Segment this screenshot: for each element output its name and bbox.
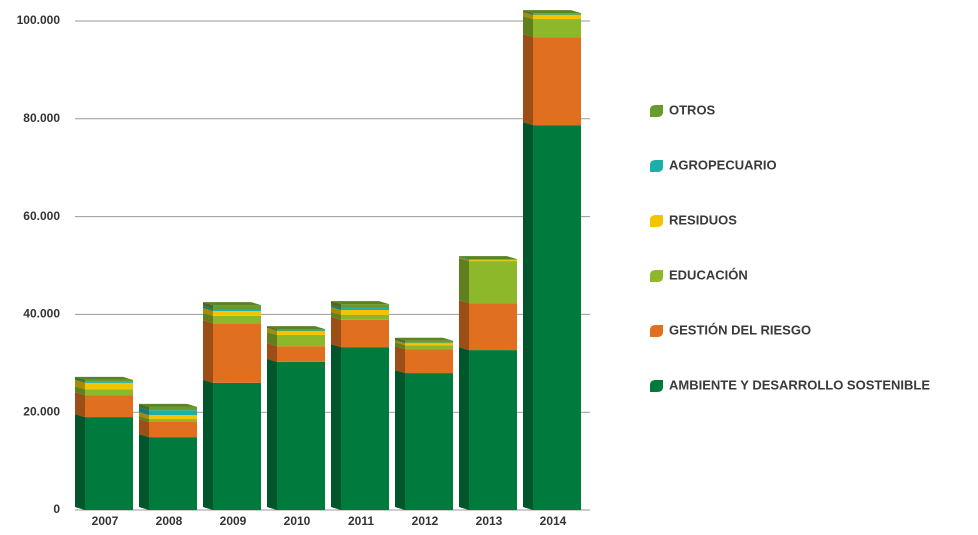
- legend-icon: [650, 325, 663, 337]
- bar: [213, 383, 261, 510]
- bar-side-shade: [75, 414, 85, 510]
- bar: [405, 345, 453, 349]
- bar-side-shade: [331, 317, 341, 347]
- bar-side-shade: [459, 258, 469, 303]
- bar: [149, 419, 197, 422]
- bar: [213, 316, 261, 323]
- bar: [533, 13, 581, 14]
- bar-side-shade: [331, 344, 341, 510]
- x-tick-label: 2008: [156, 514, 183, 528]
- bar: [149, 415, 197, 419]
- bar-side-shade: [523, 122, 533, 510]
- x-tick-label: 2010: [284, 514, 311, 528]
- bar-side-shade: [139, 419, 149, 437]
- x-tick-label: 2012: [412, 514, 439, 528]
- bar: [405, 343, 453, 345]
- bar: [533, 37, 581, 125]
- bar-side-shade: [203, 320, 213, 383]
- bar: [469, 350, 517, 510]
- bar: [85, 389, 133, 395]
- bar-side-shade: [523, 34, 533, 125]
- bar-side-shade: [459, 300, 469, 350]
- bar: [341, 315, 389, 320]
- y-tick-label: 20.000: [23, 404, 60, 418]
- bar-top-shade: [331, 301, 389, 304]
- bar: [277, 335, 325, 346]
- bar: [405, 373, 453, 510]
- bar: [341, 308, 389, 310]
- legend-label: AMBIENTE Y DESARROLLO SOSTENIBLE: [669, 377, 930, 392]
- bar: [149, 422, 197, 437]
- x-tick-label: 2013: [476, 514, 503, 528]
- bar-top-shade: [267, 326, 325, 329]
- legend-label: EDUCACIÓN: [669, 267, 748, 282]
- bar-side-shade: [139, 434, 149, 510]
- bar: [469, 303, 517, 350]
- bar: [149, 410, 197, 415]
- bar: [341, 347, 389, 510]
- bar: [213, 309, 261, 311]
- bar: [277, 329, 325, 330]
- bar: [405, 341, 453, 343]
- legend-label: AGROPECUARIO: [669, 157, 777, 172]
- bar-top-shade: [459, 256, 517, 259]
- legend-label: RESIDUOS: [669, 212, 737, 227]
- bar: [85, 417, 133, 510]
- bar-top-shade: [139, 404, 197, 407]
- bar: [85, 380, 133, 382]
- bar-side-shade: [395, 346, 405, 373]
- bar: [85, 383, 133, 389]
- legend-icon: [650, 215, 663, 227]
- bar: [533, 19, 581, 37]
- bar: [213, 311, 261, 316]
- bar: [149, 407, 197, 410]
- y-tick-label: 60.000: [23, 209, 60, 223]
- bar: [469, 260, 517, 261]
- legend-label: GESTIÓN DEL RIESGO: [669, 322, 811, 337]
- legend-icon: [650, 270, 663, 282]
- x-tick-label: 2007: [92, 514, 119, 528]
- bar-side-shade: [203, 380, 213, 510]
- x-tick-label: 2009: [220, 514, 247, 528]
- bar: [533, 125, 581, 510]
- legend-icon: [650, 380, 663, 392]
- bar: [277, 331, 325, 335]
- bar: [341, 310, 389, 315]
- bar: [341, 320, 389, 347]
- bar-side-shade: [75, 392, 85, 417]
- y-tick-label: 100.000: [17, 13, 61, 27]
- bar: [533, 15, 581, 19]
- bar: [405, 349, 453, 373]
- bar-side-shade: [395, 370, 405, 510]
- bar-top-shade: [395, 338, 453, 341]
- bar: [85, 382, 133, 383]
- bar: [277, 346, 325, 362]
- y-tick-label: 40.000: [23, 307, 60, 321]
- y-tick-label: 80.000: [23, 111, 60, 125]
- bar: [213, 305, 261, 309]
- bar: [277, 362, 325, 510]
- bar: [85, 395, 133, 417]
- bar-top-shade: [75, 377, 133, 380]
- bar-side-shade: [459, 347, 469, 510]
- bar-top-shade: [523, 10, 581, 13]
- bar-side-shade: [523, 16, 533, 37]
- bar-top-shade: [203, 302, 261, 305]
- bar: [341, 304, 389, 308]
- legend-icon: [650, 160, 663, 172]
- bar: [149, 437, 197, 510]
- x-tick-label: 2011: [348, 514, 374, 528]
- legend-label: OTROS: [669, 102, 716, 117]
- bar: [213, 323, 261, 383]
- y-tick-label: 0: [53, 502, 60, 516]
- bar-side-shade: [267, 359, 277, 510]
- bar: [469, 261, 517, 303]
- x-tick-label: 2014: [540, 514, 567, 528]
- bar-side-shade: [267, 343, 277, 362]
- legend-icon: [650, 105, 663, 117]
